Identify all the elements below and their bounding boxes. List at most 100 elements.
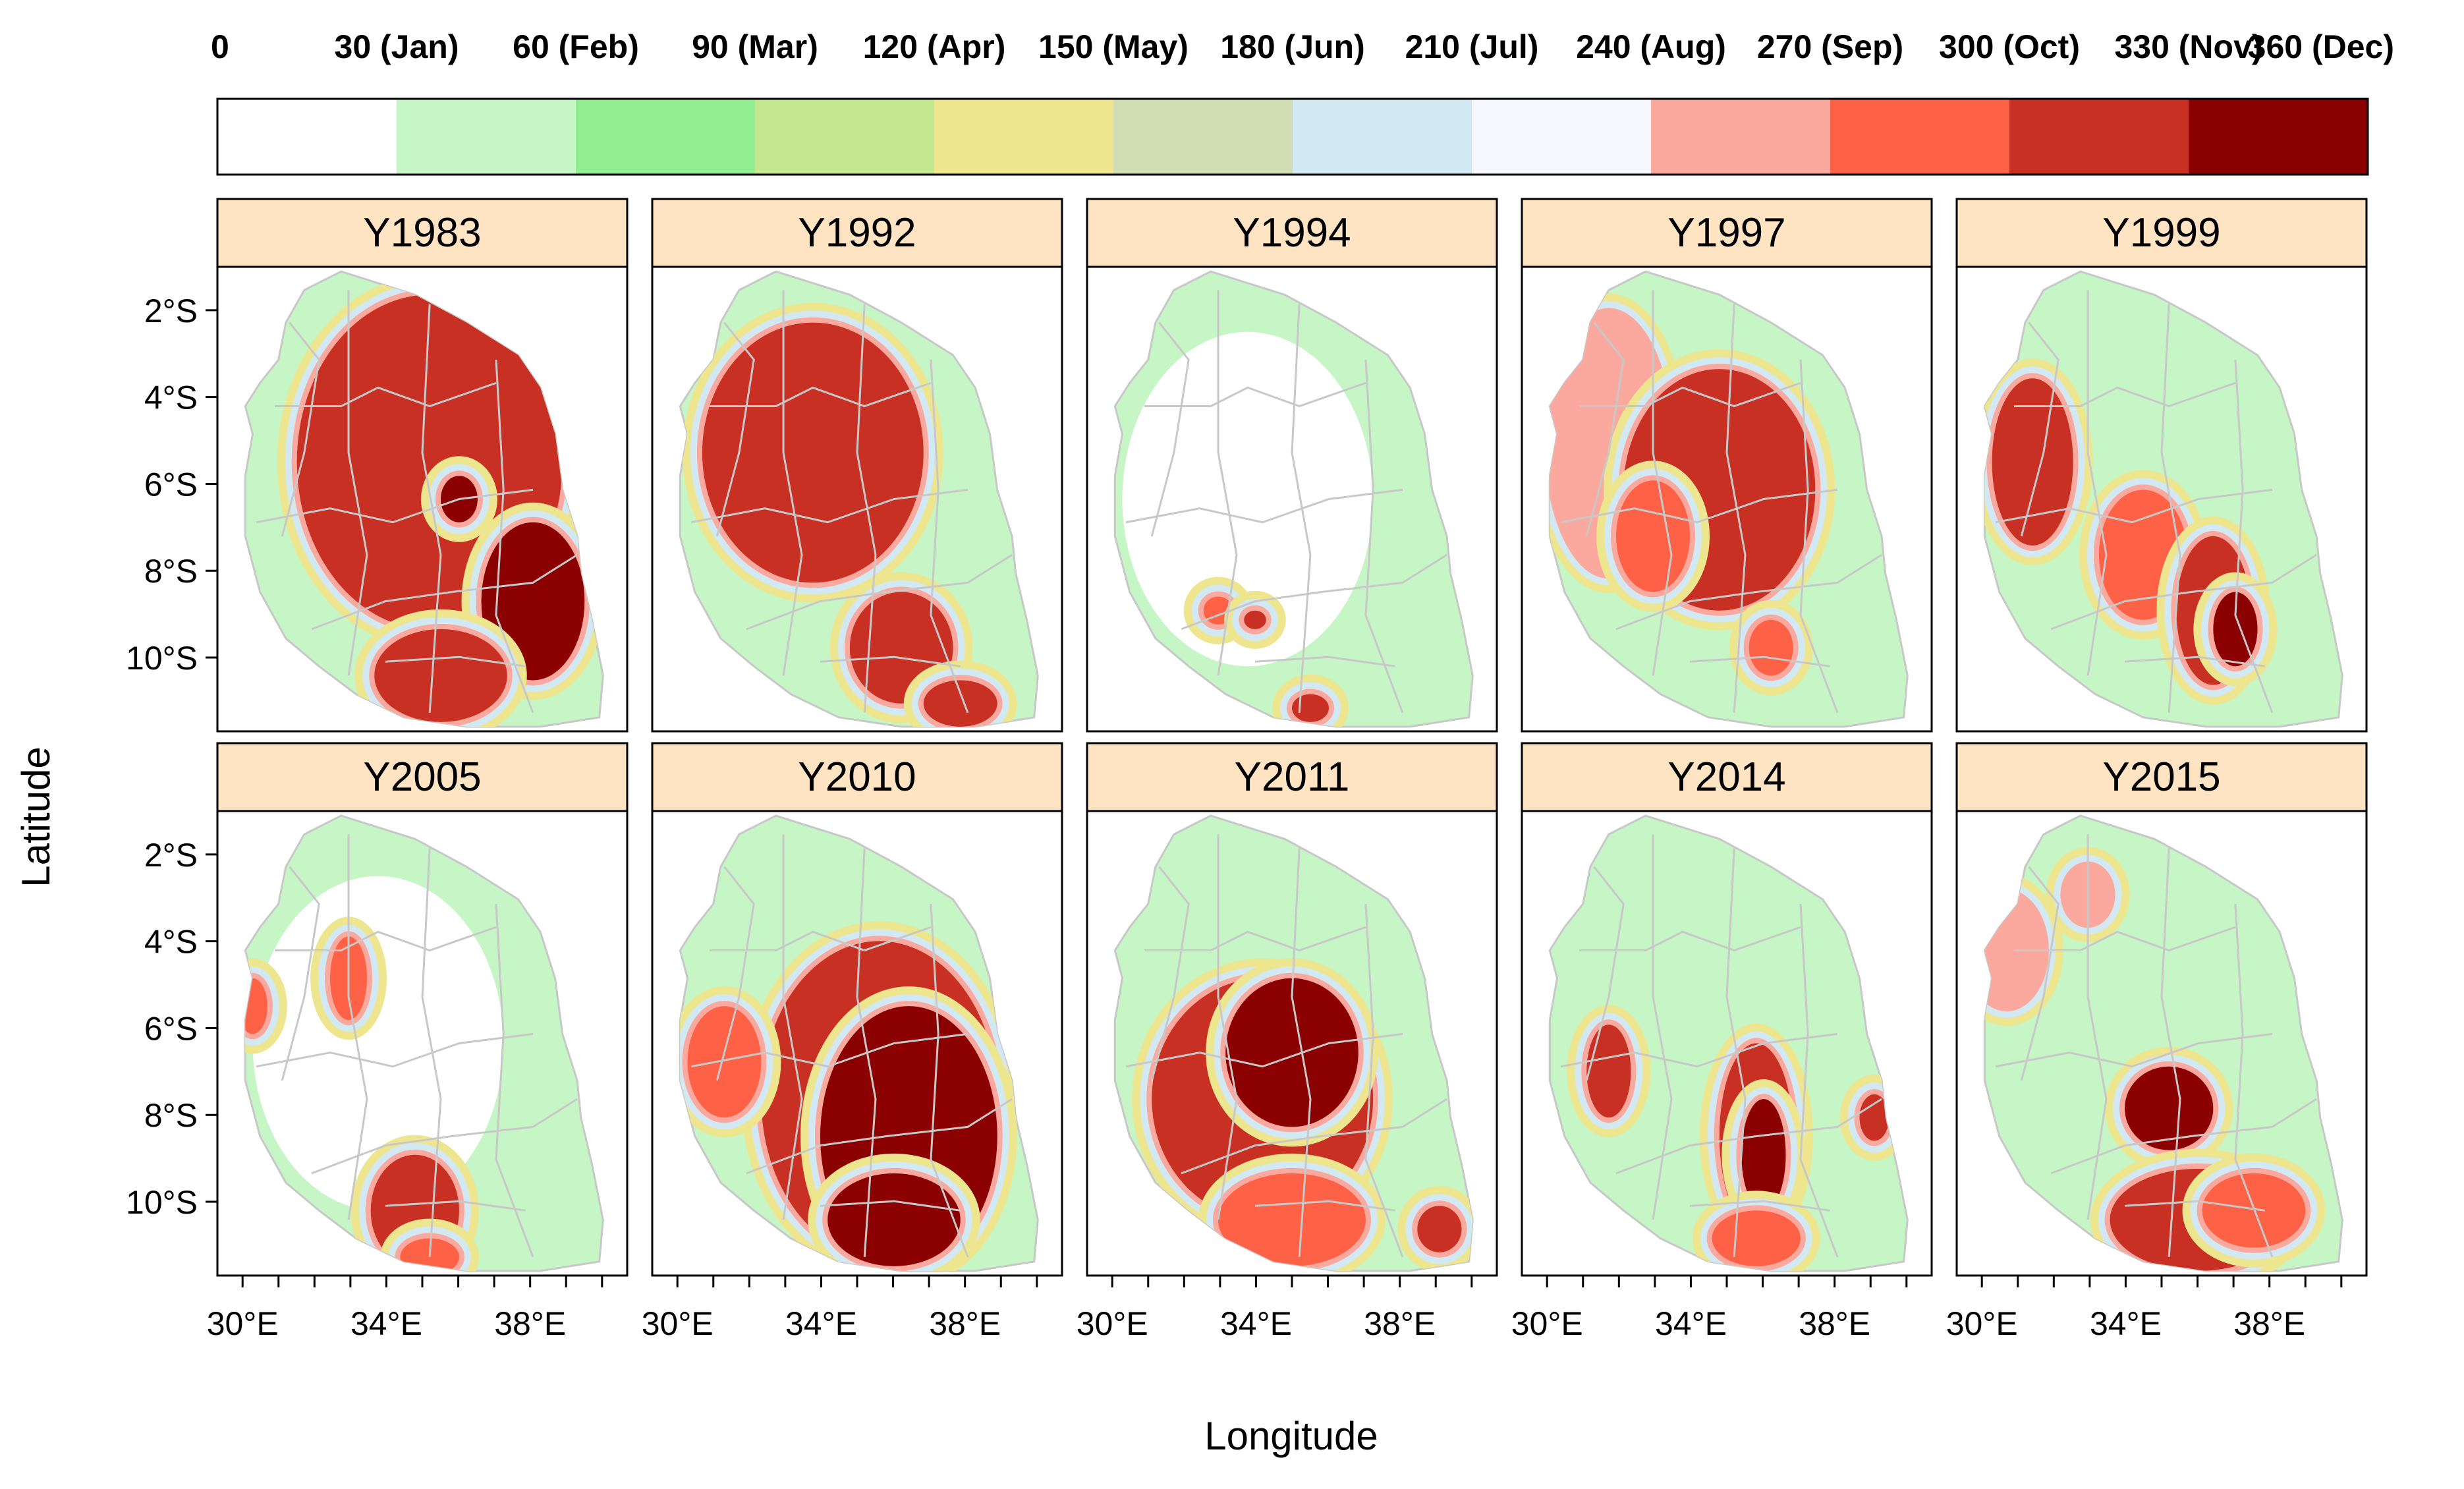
province-boundary: [275, 381, 497, 408]
panel-title: Y2011: [1235, 754, 1350, 800]
map-panel-y1999: Y1999: [1955, 198, 2368, 733]
panel-strip: [1086, 742, 1498, 812]
province-boundary: [2086, 290, 2108, 676]
province-boundary: [1652, 290, 1673, 676]
drought-onset-layer: [680, 834, 1017, 1271]
map-panel-y2014: Y2014: [1521, 742, 1933, 1277]
drought-onset-layer: [1122, 290, 1447, 727]
panel-frame: [1955, 266, 2368, 733]
colorbar-bin: [1293, 99, 1472, 175]
x-tick-label: 30°E: [1077, 1305, 1148, 1342]
province-boundary: [1125, 488, 1403, 524]
province-boundary: [856, 848, 877, 1257]
longitude-axes: 30°E 34°E 38°E 30°E 34°E 38°E 30°E 34°E 38°E 30°E…: [207, 1276, 2343, 1342]
map-panels: Y1983 Y1992 Y1994 Y1997 Y1999 Y2005 Y2010 Y2011…: [216, 198, 2368, 1277]
x-tick-label: 34°E: [2090, 1305, 2162, 1342]
no-drought-zone: [1122, 331, 1374, 667]
map-panel-y1992: Y1992: [651, 198, 1063, 733]
province-boundary: [2020, 322, 2059, 537]
drought-onset-layer: [1984, 834, 2326, 1271]
province-boundary: [710, 381, 932, 408]
y-tick-label: 8°S: [144, 553, 198, 590]
y-axis-title: Latitude: [14, 746, 58, 887]
x-tick-label: 30°E: [642, 1305, 714, 1342]
province-boundary: [311, 553, 578, 631]
panel-strip: [1086, 198, 1498, 268]
province-boundary: [1144, 381, 1366, 408]
drought-region: [2213, 592, 2258, 667]
province-boundary: [256, 488, 534, 524]
panel-strip: [1955, 742, 2368, 812]
colorbar-bin: [1830, 99, 2009, 175]
province-boundary: [2050, 1098, 2317, 1175]
panel-title: Y1999: [2102, 210, 2220, 256]
colorbar-tick-label: 240 (Aug): [1576, 28, 1726, 65]
panel-frame: [216, 266, 629, 733]
drought-region: [1749, 619, 1793, 676]
colorbar-tick-label: 0: [211, 28, 229, 65]
panel-title: Y1983: [363, 210, 481, 256]
province-boundary: [2086, 834, 2108, 1220]
panel-title: Y1994: [1233, 210, 1351, 256]
province-boundary: [1291, 848, 1312, 1257]
colorbar-bin: [1113, 99, 1293, 175]
drought-region: [1586, 1025, 1631, 1118]
drought-region: [1712, 1210, 1801, 1266]
colorbar-bin: [755, 99, 934, 175]
drought-region: [1992, 378, 2073, 546]
y-tick-label: 2°S: [144, 837, 198, 874]
province-boundary: [2020, 866, 2059, 1081]
map-panel-y2005: Y2005: [216, 742, 629, 1277]
y-tick-label: 4°S: [144, 379, 198, 416]
province-boundary: [1995, 1032, 2273, 1068]
province-boundary: [690, 488, 968, 524]
map-panel-y1997: Y1997: [1521, 198, 1933, 733]
province-boundary: [1254, 1200, 1395, 1212]
y-tick-label: 10°S: [126, 640, 198, 677]
drought-region: [923, 680, 997, 727]
province-boundary: [421, 304, 442, 713]
colorbar-bin: [934, 99, 1113, 175]
province-boundary: [1181, 553, 1447, 631]
colorbar-bin: [217, 99, 397, 175]
y-tick-label: 4°S: [144, 924, 198, 961]
province-boundary: [1254, 656, 1395, 667]
colorbar-tick-label: 270 (Sep): [1757, 28, 1903, 65]
panel-strip: [651, 198, 1063, 268]
province-boundary: [1689, 1200, 1830, 1212]
drought-region: [1218, 1173, 1366, 1266]
colorbar-tick-label: 120 (Apr): [863, 28, 1006, 65]
province-boundary: [1150, 866, 1190, 1081]
panel-title: Y1992: [798, 210, 916, 256]
map-panel-y2010: Y2010: [651, 742, 1063, 1277]
province-boundary: [715, 322, 755, 537]
latitude-axes: 2°S 4°S 6°S 8°S 10°S 2°S 4°S 6°S 8°S 10°S: [126, 293, 217, 1221]
province-boundary: [385, 656, 526, 667]
colorbar-tick-label: 180 (Jun): [1220, 28, 1365, 65]
x-tick-label: 30°E: [207, 1305, 279, 1342]
province-boundary: [1291, 304, 1312, 713]
panel-title: Y1997: [1667, 210, 1785, 256]
province-boundary: [256, 1032, 534, 1068]
colorbar-tick-label: 60 (Feb): [513, 28, 639, 65]
drought-region: [827, 1173, 961, 1266]
drought-region: [2125, 1066, 2214, 1150]
province-boundary: [1150, 322, 1190, 537]
province-boundary: [820, 656, 961, 667]
province-boundary: [856, 304, 877, 713]
drought-region: [1741, 1099, 1786, 1211]
province-boundary: [1725, 304, 1747, 713]
drought-region: [1244, 610, 1266, 629]
province-boundary: [1181, 1098, 1447, 1175]
drought-region: [1859, 1094, 1890, 1141]
map-panel-y2015: Y2015: [1955, 742, 2368, 1277]
province-boundary: [347, 290, 368, 676]
province-boundary: [820, 1200, 961, 1212]
drought-region: [1616, 480, 1691, 592]
province-boundary: [1615, 553, 1882, 631]
colorbar-tick-label: 150 (May): [1038, 28, 1189, 65]
x-tick-label: 38°E: [1364, 1305, 1436, 1342]
x-tick-label: 30°E: [1946, 1305, 2018, 1342]
x-tick-label: 34°E: [350, 1305, 422, 1342]
